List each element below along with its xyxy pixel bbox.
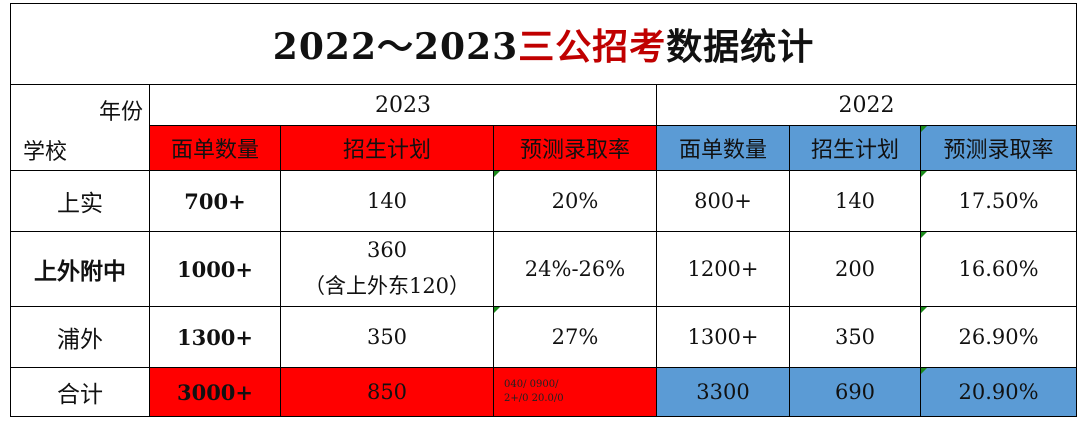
- total-applications-2022: 3300: [656, 367, 790, 417]
- cell-rate-2023: 27%: [493, 306, 657, 368]
- cell-applications-2023: 1300+: [149, 306, 281, 368]
- cell-rate-2022: 16.60%: [919, 231, 1078, 307]
- cell-applications-2022: 1300+: [656, 306, 790, 368]
- total-rate-2023: 040/ 0900/ 2+/0 20.0/0: [493, 367, 657, 417]
- school-name: 浦外: [10, 306, 150, 368]
- cell-quota-2023: 140: [280, 170, 494, 232]
- table-row-total: 合计 3000+ 850 040/ 0900/ 2+/0 20.0/0 3300…: [10, 367, 1078, 417]
- cell-applications-2022: 1200+: [656, 231, 790, 307]
- table-row: 浦外 1300+ 350 27% 1300+ 350 26.90%: [10, 306, 1078, 368]
- total-label: 合计: [10, 367, 150, 417]
- cell-rate-2022: 26.90%: [919, 306, 1078, 368]
- cell-quota-2023: 350: [280, 306, 494, 368]
- cell-quota-2022: 200: [789, 231, 921, 307]
- cell-quota-2022: 350: [789, 306, 921, 368]
- cell-quota-2023: 360 （含上外东120）: [280, 231, 494, 307]
- stats-table: 2022～2023三公招考数据统计 年份 学校 2023 2022 面单数量 招…: [9, 3, 1078, 417]
- cell-applications-2023: 1000+: [149, 231, 281, 307]
- year-2022-header: 2022: [655, 84, 1078, 126]
- school-name: 上外附中: [10, 231, 150, 307]
- total-applications-2023: 3000+: [149, 367, 281, 417]
- school-name: 上实: [10, 170, 150, 232]
- quota-note: （含上外东120）: [303, 274, 471, 298]
- col-header-quota-2023: 招生计划: [280, 125, 494, 171]
- total-quota-2022: 690: [789, 367, 921, 417]
- title-highlight: 三公招考: [518, 26, 667, 68]
- table-row: 上实 700+ 140 20% 800+ 140 17.50%: [10, 170, 1078, 232]
- year-axis-label: 年份: [98, 99, 143, 125]
- school-axis-label: 学校: [23, 139, 68, 165]
- col-header-applications-2022: 面单数量: [656, 125, 790, 171]
- cell-applications-2022: 800+: [656, 170, 790, 232]
- col-header-rate-2022: 预测录取率: [919, 125, 1078, 171]
- table-row: 上外附中 1000+ 360 （含上外东120） 24%-26% 1200+ 2…: [10, 231, 1078, 307]
- year-2023-header: 2023: [149, 84, 657, 126]
- cell-rate-2022: 17.50%: [919, 170, 1078, 232]
- corner-header: 年份 学校: [10, 84, 150, 171]
- table-title: 2022～2023三公招考数据统计: [9, 3, 1078, 85]
- total-rate-garbled-line1: 040/ 0900/: [504, 379, 559, 390]
- total-rate-2022: 20.90%: [919, 367, 1078, 417]
- total-quota-2023: 850: [280, 367, 494, 417]
- cell-applications-2023: 700+: [149, 170, 281, 232]
- col-header-applications-2023: 面单数量: [149, 125, 281, 171]
- cell-rate-2023: 24%-26%: [493, 231, 657, 307]
- quota-value: 360: [366, 238, 408, 262]
- cell-rate-2023: 20%: [493, 170, 657, 232]
- title-years: 2022～2023: [272, 26, 519, 68]
- col-header-quota-2022: 招生计划: [789, 125, 921, 171]
- cell-quota-2022: 140: [789, 170, 921, 232]
- title-suffix: 数据统计: [666, 26, 815, 68]
- total-rate-garbled-line2: 2+/0 20.0/0: [504, 393, 564, 404]
- col-header-rate-2023: 预测录取率: [493, 125, 657, 171]
